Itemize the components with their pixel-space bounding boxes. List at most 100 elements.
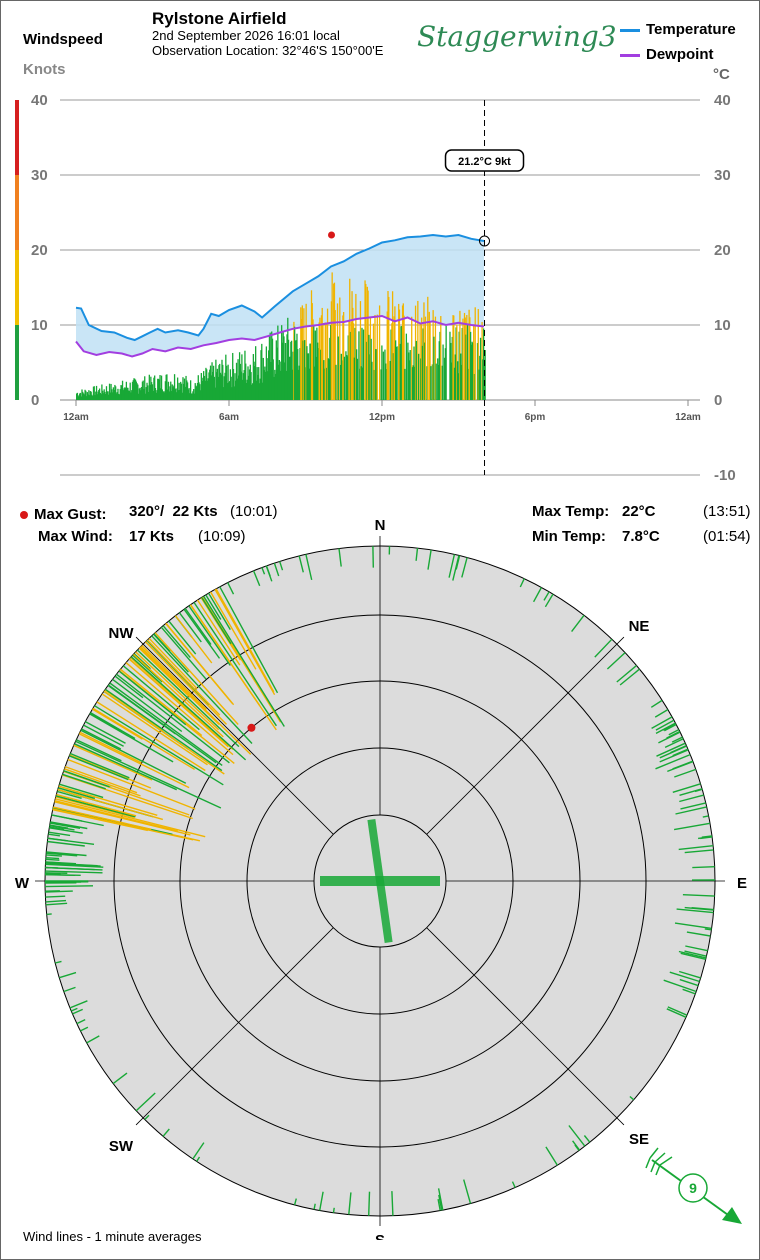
wind-bar: [304, 367, 307, 400]
rose-spoke: [426, 636, 625, 835]
wind-line: [132, 654, 163, 683]
wind-bar: [385, 363, 387, 400]
wind-bar: [422, 328, 424, 400]
wind-line: [659, 749, 689, 763]
wind-bar: [391, 323, 393, 400]
wind-bar: [258, 383, 261, 400]
wind-line: [415, 548, 419, 561]
wind-bar: [234, 373, 236, 400]
wind-line: [45, 863, 104, 868]
wind-bar: [413, 346, 415, 400]
wind-bar: [117, 388, 119, 400]
wind-line: [348, 1192, 352, 1215]
wind-bar: [247, 366, 249, 400]
wind-bar: [326, 308, 329, 400]
wind-bar: [246, 379, 248, 400]
wind-bar: [407, 342, 409, 400]
wind-bar: [296, 333, 298, 400]
max-gust-time: (10:01): [230, 503, 278, 520]
wind-line: [57, 790, 82, 799]
wind-bar: [183, 378, 186, 400]
wind-bar: [196, 386, 198, 400]
wind-bar: [398, 309, 401, 400]
wind-bar: [126, 387, 128, 400]
rose-spoke: [426, 927, 625, 1126]
wind-bar: [401, 326, 403, 400]
wind-speed-bars: [76, 272, 486, 400]
wind-line: [94, 705, 224, 786]
wind-bar: [450, 342, 452, 400]
wind-bar: [102, 390, 104, 400]
wind-bar: [124, 388, 127, 400]
wind-line: [96, 701, 206, 772]
wind-bar: [461, 327, 463, 400]
wind-bar: [78, 395, 80, 400]
wind-bar: [137, 393, 140, 400]
wind-bar: [400, 326, 402, 400]
wind-line: [55, 960, 62, 964]
wind-bar: [128, 390, 130, 400]
speed-scale-segment: [15, 250, 19, 325]
wind-line: [678, 845, 714, 851]
wind-bar: [290, 341, 292, 400]
wind-bar: [297, 349, 299, 400]
wind-bar: [112, 387, 115, 400]
wind-bar: [175, 388, 177, 400]
wind-bar: [419, 323, 421, 400]
wind-bar: [221, 359, 223, 400]
wind-bar: [325, 324, 327, 400]
wind-bar: [80, 396, 82, 400]
wind-bar: [294, 326, 296, 400]
wind-bar: [401, 305, 404, 400]
left-axis-tick: 0: [31, 392, 39, 409]
wind-bar: [245, 382, 248, 400]
wind-bar: [86, 392, 89, 400]
wind-bar: [405, 333, 408, 400]
wind-line: [56, 793, 137, 817]
wind-bar: [270, 362, 272, 400]
current-temp-marker: [479, 235, 491, 247]
wind-bar: [373, 369, 375, 400]
wind-bar: [258, 367, 260, 400]
wind-bar: [255, 380, 258, 400]
wind-bar: [269, 332, 271, 400]
wind-bar: [441, 365, 443, 400]
wind-line: [338, 548, 342, 567]
wind-bar: [290, 340, 293, 400]
wind-line: [45, 854, 62, 857]
wind-bar: [94, 395, 96, 400]
wind-bar: [295, 340, 297, 400]
wind-line: [84, 720, 126, 744]
wind-line: [76, 1018, 86, 1025]
wind-bar: [199, 384, 201, 400]
wind-bar: [328, 359, 330, 400]
wind-bar: [179, 389, 181, 400]
wind-line: [69, 754, 152, 789]
wind-line: [675, 806, 707, 815]
wind-bar: [336, 303, 339, 400]
wind-bar: [284, 362, 286, 400]
wind-bar: [313, 366, 316, 400]
wind-line: [81, 728, 122, 750]
wind-bar: [252, 354, 255, 400]
wind-bar: [347, 335, 349, 400]
wind-rose: NSEWNWNESWSE 9: [15, 517, 747, 1240]
wind-bar: [473, 373, 476, 400]
wind-bar: [268, 350, 270, 400]
wind-bar: [331, 272, 333, 400]
wind-bar: [190, 393, 193, 400]
temp-dewpoint-fill: [76, 235, 484, 357]
wind-line: [140, 646, 252, 755]
wind-bar: [277, 364, 280, 400]
wind-bar: [167, 389, 169, 400]
wind-bar: [206, 369, 208, 400]
wind-bar: [319, 317, 321, 400]
wind-bar: [455, 327, 457, 400]
wind-bar: [390, 329, 392, 400]
gust-dot-icon: [20, 511, 28, 520]
wind-bar: [87, 394, 89, 400]
wind-line: [655, 719, 675, 731]
wind-bar: [156, 390, 158, 400]
compass-label-sw: SW: [109, 1138, 134, 1155]
wind-bar: [442, 344, 444, 400]
